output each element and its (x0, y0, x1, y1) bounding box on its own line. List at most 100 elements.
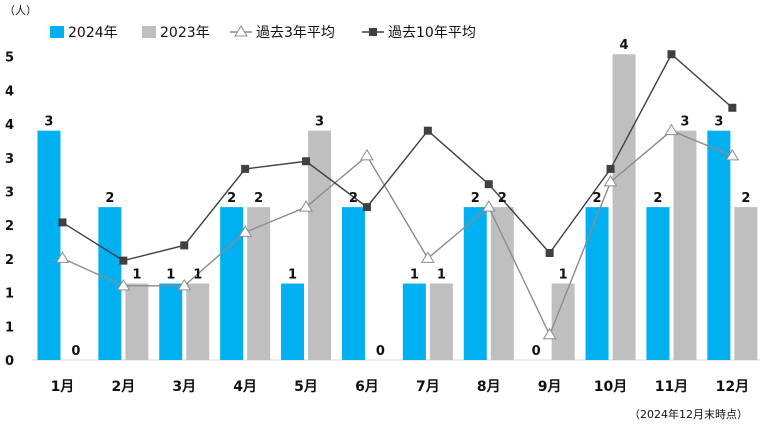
bar-data-label: 2 (741, 191, 750, 206)
bar-data-label: 3 (680, 115, 689, 130)
legend: 2024年 2023年 過去3年平均 過去10年平均 (50, 25, 476, 41)
bar-data-label: 2 (653, 191, 662, 206)
bar-2024 (341, 207, 365, 360)
bar-2024 (463, 207, 487, 360)
legend-label: 過去10年平均 (388, 25, 476, 41)
x-tick-label: 5月 (294, 379, 318, 395)
chart-note: （2024年12月末時点） (629, 407, 748, 421)
bar-data-label: 4 (620, 38, 629, 53)
bar-2024 (707, 130, 731, 360)
point-3yr-avg (360, 148, 374, 161)
point-10yr-avg (545, 248, 554, 257)
point-3yr-avg (116, 278, 131, 291)
bar-2024 (646, 207, 670, 360)
bar-2024 (159, 283, 183, 360)
bar-2024 (220, 207, 244, 360)
x-axis: 1月 2月 3月 4月 5月 6月 7月 8月 9月 10月 11月 12月 (51, 379, 750, 395)
x-tick-label: 7月 (416, 379, 440, 395)
bar-2023 (734, 207, 758, 360)
bar-2023 (308, 130, 332, 360)
bar-data-label: 2 (254, 191, 263, 206)
bar-data-label: 1 (132, 268, 141, 283)
line-3yr-avg (62, 129, 733, 337)
y-tick-label: 5 (5, 51, 14, 66)
legend-swatch (50, 26, 64, 38)
bar-2023 (247, 207, 271, 360)
bar-data-label: 0 (71, 344, 80, 359)
legend-swatch (142, 26, 156, 38)
bar-2023 (612, 54, 636, 361)
bar-2024 (402, 283, 426, 360)
point-3yr-avg (664, 123, 679, 136)
y-tick-label: 4 (5, 84, 14, 99)
bar-data-label: 0 (532, 344, 541, 359)
bar-data-label: 1 (437, 268, 446, 283)
y-tick-label: 1 (5, 320, 14, 335)
x-tick-label: 11月 (655, 379, 688, 395)
y-tick-label: 3 (5, 152, 14, 167)
bar-data-label: 2 (349, 191, 358, 206)
point-10yr-avg (302, 157, 311, 166)
bar-2023 (490, 207, 514, 360)
bar-2023 (186, 283, 210, 360)
bar-2024 (585, 207, 609, 360)
y-tick-label: 1 (5, 287, 14, 302)
legend-label: 過去3年平均 (256, 25, 335, 41)
x-tick-label: 2月 (111, 379, 135, 395)
point-3yr-avg (238, 225, 253, 237)
legend-marker (369, 28, 377, 36)
y-axis: 0 1 1 2 2 3 3 4 4 5 (5, 51, 14, 369)
bar-data-label: 2 (227, 191, 236, 206)
y-unit-label: （人） (4, 4, 37, 17)
line-series (55, 50, 740, 340)
x-tick-label: 8月 (477, 379, 501, 395)
point-10yr-avg (119, 256, 128, 265)
bar-2023 (673, 130, 697, 360)
bar-data-label: 0 (376, 344, 385, 359)
point-3yr-avg (299, 200, 313, 212)
legend-label: 2023年 (160, 25, 210, 41)
x-tick-label: 10月 (594, 379, 627, 395)
point-3yr-avg (481, 200, 496, 212)
bars (37, 54, 758, 361)
point-10yr-avg (484, 180, 493, 189)
bar-data-label: 1 (288, 268, 297, 283)
bar-data-label: 1 (559, 268, 568, 283)
bar-2024 (37, 130, 61, 360)
x-tick-label: 4月 (233, 379, 257, 395)
point-3yr-avg (603, 174, 618, 187)
y-tick-label: 2 (5, 253, 14, 268)
x-tick-label: 6月 (355, 379, 379, 395)
bar-data-label: 1 (410, 268, 419, 283)
point-3yr-avg (542, 327, 557, 340)
bar-2023 (125, 283, 149, 360)
y-tick-label: 3 (5, 186, 14, 201)
point-10yr-avg (58, 218, 67, 227)
point-10yr-avg (362, 203, 371, 212)
x-tick-label: 1月 (51, 379, 75, 395)
bar-2024 (98, 207, 122, 360)
x-tick-label: 12月 (716, 379, 749, 395)
y-tick-label: 2 (5, 219, 14, 234)
point-10yr-avg (728, 103, 737, 112)
bar-data-label: 2 (498, 191, 507, 206)
line-10yr-avg (62, 53, 733, 262)
bar-2023 (429, 283, 453, 360)
x-tick-label: 9月 (538, 379, 562, 395)
point-10yr-avg (241, 164, 250, 173)
bar-data-label: 2 (593, 191, 602, 206)
bar-data-label: 2 (105, 191, 114, 206)
bar-2024 (281, 283, 305, 360)
y-tick-label: 4 (5, 118, 14, 133)
bar-data-label: 3 (44, 115, 53, 130)
bar-data-label: 3 (315, 115, 324, 130)
point-10yr-avg (606, 164, 615, 173)
bar-data-label: 1 (166, 268, 175, 283)
point-3yr-avg (177, 278, 192, 291)
point-10yr-avg (423, 126, 432, 135)
x-tick-label: 3月 (172, 379, 196, 395)
point-3yr-avg (725, 148, 740, 161)
point-10yr-avg (180, 241, 189, 250)
data-labels: 3 0 2 1 1 1 2 2 1 3 2 0 1 1 2 2 0 1 2 4 2 3 3 2 (44, 38, 750, 359)
